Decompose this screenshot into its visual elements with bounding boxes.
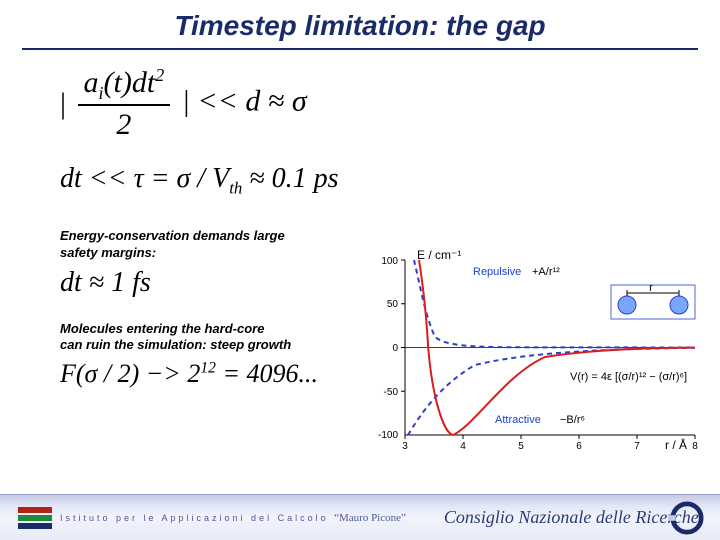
left-column: | ai(t)dt2 2 | << d ≈ σ dt << τ = σ / Vt… <box>60 60 400 389</box>
xtick-3: 3 <box>402 441 408 452</box>
note-energy-conservation: Energy-conservation demands large safety… <box>60 228 400 261</box>
footer-institute: Istituto per le Applicazioni del Calcolo… <box>60 512 406 524</box>
xtick-7: 7 <box>634 441 640 452</box>
y-axis-label: E / cm⁻¹ <box>417 248 461 262</box>
equation-2: dt << τ = σ / Vth ≈ 0.1 ps <box>60 163 400 199</box>
inset-r-label: r <box>649 282 653 294</box>
xtick-8: 8 <box>692 441 698 452</box>
footer-cnr: Consiglio Nazionale delle Ricerche <box>444 507 699 528</box>
title-underline <box>22 48 699 50</box>
repulsive-eq-label: +A/r¹² <box>532 266 560 278</box>
equation-4: F(σ / 2) −> 212 = 4096... <box>60 359 400 389</box>
attractive-label: Attractive <box>495 414 541 426</box>
lj-equation-label: V(r) = 4ε [(σ/r)¹² − (σ/r)⁶] <box>570 371 687 383</box>
lennard-jones-chart: 100 50 0 -50 -100 3 4 5 6 7 <box>365 245 705 455</box>
ytick-100: 100 <box>381 256 398 267</box>
inset-atoms: r <box>611 282 695 319</box>
xtick-6: 6 <box>576 441 582 452</box>
cnr-logo-icon <box>668 501 706 535</box>
xtick-5: 5 <box>518 441 524 452</box>
iac-logo-icon <box>18 504 52 532</box>
ytick-m100: -100 <box>378 430 398 441</box>
xtick-4: 4 <box>460 441 466 452</box>
x-axis-label: r / Å <box>665 437 687 452</box>
ytick-50: 50 <box>387 299 399 310</box>
equation-1: | ai(t)dt2 2 | << d ≈ σ <box>60 66 400 141</box>
attractive-curve <box>408 348 695 435</box>
footer-bar: Istituto per le Applicazioni del Calcolo… <box>0 494 720 540</box>
ytick-0: 0 <box>392 343 398 354</box>
slide-title: Timestep limitation: the gap <box>0 0 720 48</box>
attractive-eq-label: −B/r⁶ <box>560 414 585 426</box>
ytick-m50: -50 <box>384 387 399 398</box>
note-hardcore: Molecules entering the hard-core can rui… <box>60 321 400 354</box>
repulsive-label: Repulsive <box>473 266 521 278</box>
equation-3: dt ≈ 1 fs <box>60 267 400 299</box>
